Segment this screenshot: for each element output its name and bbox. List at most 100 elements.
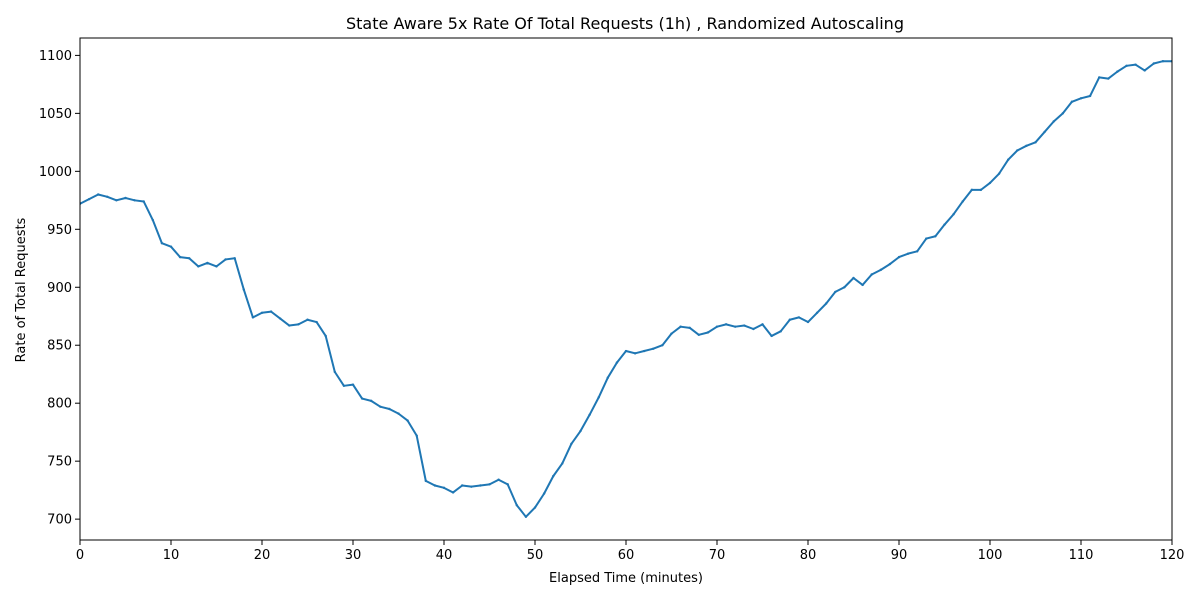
x-tick-label: 0 <box>76 548 84 563</box>
data-point <box>715 325 719 328</box>
data-point <box>925 237 928 240</box>
data-point <box>961 200 964 203</box>
data-point <box>315 320 318 324</box>
data-point <box>97 193 100 196</box>
data-point <box>1125 64 1128 68</box>
x-tick-label: 120 <box>1160 548 1185 563</box>
x-tick-label: 100 <box>978 548 1003 563</box>
x-tick-label: 40 <box>436 548 453 563</box>
data-point <box>497 478 500 481</box>
data-point <box>752 327 755 331</box>
data-point <box>451 491 455 494</box>
y-axis-ticks: 700 750 800 850 900 950 1000 1050 1100 <box>39 49 80 528</box>
data-point <box>424 479 427 483</box>
data-point <box>706 331 710 334</box>
data-point <box>761 323 764 326</box>
data-point <box>615 361 619 364</box>
data-point <box>624 349 628 353</box>
data-point <box>306 318 309 321</box>
data-point <box>688 326 691 330</box>
x-tick-label: 90 <box>891 548 908 563</box>
data-point <box>1016 149 1019 152</box>
data-point <box>142 200 145 203</box>
data-point <box>1007 158 1010 161</box>
data-point <box>970 188 973 192</box>
data-point <box>552 475 555 478</box>
data-point <box>1161 59 1165 63</box>
data-point <box>488 483 491 486</box>
x-tick-label: 110 <box>1069 548 1094 563</box>
data-point <box>269 310 273 313</box>
data-point <box>661 344 664 347</box>
data-point <box>242 288 245 291</box>
data-point <box>178 255 182 259</box>
data-point <box>734 325 737 328</box>
data-point <box>115 199 118 202</box>
data-point <box>643 349 646 353</box>
data-point <box>870 273 873 276</box>
data-point <box>188 257 191 260</box>
data-point <box>1025 144 1028 148</box>
data-point <box>724 323 728 326</box>
y-tick-label: 1050 <box>39 107 72 122</box>
data-point <box>852 276 855 280</box>
y-tick-label: 1000 <box>39 165 72 180</box>
data-point <box>943 223 946 226</box>
data-point <box>697 333 700 336</box>
data-point <box>1061 112 1065 115</box>
data-point <box>379 405 382 408</box>
y-tick-label: 1100 <box>39 49 72 64</box>
data-point <box>1034 141 1037 144</box>
data-point <box>397 412 400 415</box>
data-point <box>988 181 992 185</box>
data-point <box>1070 100 1074 103</box>
data-point <box>770 334 773 338</box>
data-point <box>797 316 801 319</box>
data-point <box>806 320 810 324</box>
data-point <box>1134 63 1137 66</box>
data-point <box>997 172 1001 175</box>
data-point <box>279 317 282 320</box>
y-tick-label: 700 <box>47 513 72 528</box>
x-tick-label: 30 <box>345 548 362 563</box>
data-point <box>679 325 682 328</box>
data-point <box>1079 97 1083 100</box>
data-point <box>834 290 837 294</box>
data-point <box>588 413 591 416</box>
data-point <box>342 384 346 388</box>
data-point <box>897 255 901 259</box>
data-point <box>360 397 364 400</box>
data-point <box>825 302 828 305</box>
y-tick-label: 900 <box>47 281 72 296</box>
data-point <box>561 462 564 465</box>
data-point <box>1088 94 1092 98</box>
data-point <box>815 311 819 314</box>
data-point <box>106 195 109 199</box>
data-point <box>1107 77 1110 80</box>
data-point <box>206 261 209 265</box>
data-point <box>151 218 154 222</box>
y-tick-label: 850 <box>47 339 72 354</box>
data-point <box>788 318 791 321</box>
data-point <box>479 484 482 487</box>
data-point <box>542 492 546 495</box>
data-point <box>861 283 864 287</box>
data-point <box>233 257 236 260</box>
data-point <box>506 483 509 486</box>
data-point <box>1152 62 1156 65</box>
data-point <box>224 258 227 261</box>
data-point <box>515 504 518 507</box>
data-point <box>1143 69 1146 72</box>
data-point <box>415 434 418 437</box>
data-point <box>533 506 537 509</box>
data-point <box>124 196 127 200</box>
data-point <box>442 486 446 490</box>
x-tick-label: 50 <box>527 548 544 563</box>
data-point <box>169 245 173 248</box>
data-point <box>160 242 164 245</box>
data-point <box>888 262 892 266</box>
data-point <box>570 442 573 445</box>
data-point <box>461 484 464 487</box>
